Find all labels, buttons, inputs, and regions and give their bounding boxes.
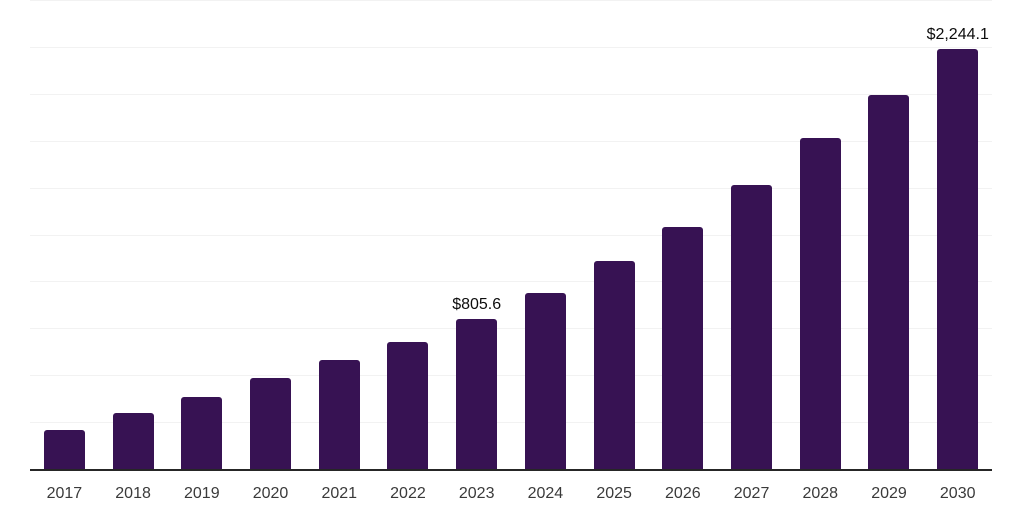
bar-2029 [868, 94, 910, 470]
x-tick-label-2030: 2030 [939, 485, 976, 502]
gridline [30, 234, 992, 236]
bar-slot: $805.6 [442, 1, 511, 470]
gridline [30, 281, 992, 283]
bar-slot [99, 1, 168, 470]
bar-2028 [799, 137, 841, 470]
bars-container: $805.6 $2,244.1 [30, 1, 992, 470]
x-tick-label-2023: 2023 [458, 485, 495, 502]
gridline [30, 422, 992, 424]
data-label-2023: $805.6 [452, 295, 502, 313]
x-tick-label-2028: 2028 [802, 485, 839, 502]
x-tick-label-2027: 2027 [733, 485, 770, 502]
x-tick-label-2020: 2020 [252, 485, 289, 502]
gridline [30, 140, 992, 142]
bar-slot [648, 1, 717, 470]
x-tick-label-2019: 2019 [184, 485, 220, 502]
bar-2023: $805.6 [452, 296, 501, 470]
bar-2018 [112, 412, 154, 470]
bar-2027 [731, 184, 773, 470]
x-tick-label-2025: 2025 [596, 485, 632, 502]
gridline [30, 375, 992, 377]
bar-2021 [318, 359, 360, 470]
gridline [30, 187, 992, 189]
gridline [30, 328, 992, 330]
bar-slot [511, 1, 580, 470]
x-tick-label-2021: 2021 [321, 485, 358, 502]
bar-2019 [181, 396, 223, 470]
bar-2024 [524, 293, 566, 470]
x-tick-label-2029: 2029 [871, 485, 907, 502]
x-tick-label-2026: 2026 [665, 485, 701, 502]
bar-2022 [387, 341, 429, 470]
bar-2026 [662, 227, 704, 470]
x-tick-label-2018: 2018 [115, 485, 151, 502]
gridline [30, 93, 992, 95]
bar-slot [167, 1, 236, 470]
bar-slot [30, 1, 99, 470]
bar-2017 [43, 429, 85, 470]
bar-2020 [250, 378, 292, 470]
bar-slot [786, 1, 855, 470]
bar-2025 [593, 261, 635, 470]
data-label-2030: $2,244.1 [926, 26, 989, 44]
gridlines [30, 0, 992, 470]
gridline [30, 0, 992, 1]
bar-slot [374, 1, 443, 470]
bar-slot [717, 1, 786, 470]
bar-2030: $2,244.1 [927, 27, 989, 470]
gridline [30, 46, 992, 48]
x-axis-tick-labels: 2017 2018 2019 2020 2021 2022 2023 2024 2025 2026… [30, 484, 992, 503]
plot-area: $805.6 $2,244.1 [30, 0, 992, 470]
x-tick-label-2017: 2017 [46, 485, 83, 502]
bar-slot [580, 1, 649, 470]
bar-slot: $2,244.1 [923, 1, 992, 470]
bar-slot [236, 1, 305, 470]
x-axis-line [30, 469, 992, 471]
x-tick-label-2024: 2024 [527, 485, 564, 502]
bar-slot [305, 1, 374, 470]
bar-slot [855, 1, 924, 470]
x-tick-label-2022: 2022 [390, 485, 426, 502]
